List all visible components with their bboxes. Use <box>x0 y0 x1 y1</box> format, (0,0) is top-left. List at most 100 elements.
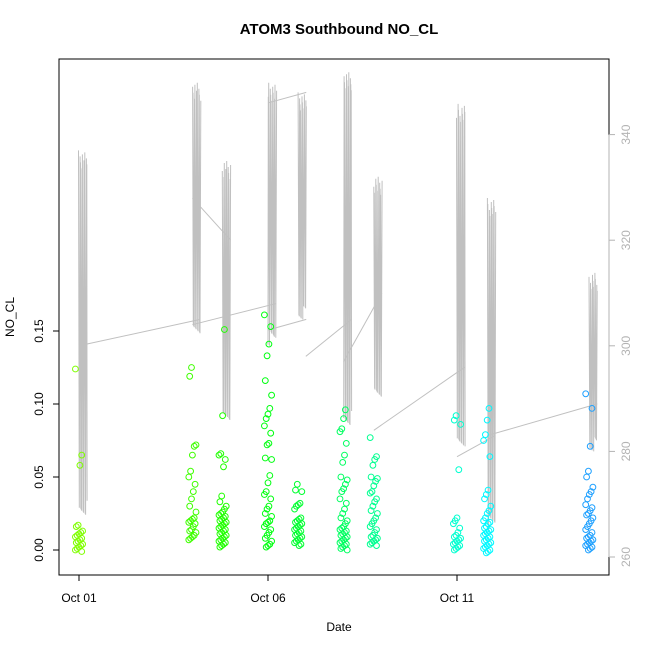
secondary-line <box>456 103 466 447</box>
data-point <box>586 545 594 552</box>
data-point <box>268 391 276 399</box>
secondary-series <box>78 72 598 531</box>
data-point <box>487 502 495 510</box>
data-point <box>342 499 350 507</box>
data-point <box>74 521 82 529</box>
data-point <box>188 495 195 503</box>
data-point <box>265 340 273 348</box>
data-point <box>261 311 268 319</box>
data-point <box>584 495 591 503</box>
data-point <box>366 489 374 497</box>
data-point <box>292 486 299 494</box>
data-point <box>262 415 270 423</box>
y2-tick-label: 340 <box>619 124 633 144</box>
data-point <box>368 488 376 496</box>
data-point <box>78 548 86 555</box>
data-point <box>343 476 351 484</box>
data-point <box>192 441 200 449</box>
x-axis-label: Date <box>326 620 352 634</box>
data-point <box>337 514 345 522</box>
data-point <box>190 442 198 450</box>
secondary-line <box>78 150 88 515</box>
y-tick-label: 0.00 <box>32 538 46 562</box>
data-point <box>339 459 347 466</box>
data-point <box>263 352 271 360</box>
data-point <box>261 454 269 462</box>
data-point <box>369 502 377 510</box>
secondary-connector <box>373 366 466 431</box>
data-point <box>452 545 460 552</box>
secondary-connector <box>487 403 598 437</box>
data-point <box>582 501 590 509</box>
data-point <box>366 540 374 548</box>
data-point <box>486 453 494 461</box>
x-axis: Oct 01 Oct 06 Oct 11 <box>61 574 475 605</box>
secondary-line <box>588 272 598 452</box>
data-point <box>261 523 268 530</box>
data-point <box>366 523 374 530</box>
secondary-connector <box>192 197 232 241</box>
data-point <box>336 428 344 436</box>
data-point <box>268 513 276 520</box>
data-point <box>342 480 349 488</box>
secondary-connector <box>192 303 277 326</box>
data-point <box>291 505 299 513</box>
data-point <box>264 479 272 487</box>
x-tick-label: Oct 01 <box>61 591 97 605</box>
data-point <box>482 431 489 439</box>
data-point <box>264 410 272 418</box>
data-point <box>589 483 597 491</box>
data-point <box>267 495 275 503</box>
data-point <box>585 491 593 498</box>
x-tick-label: Oct 11 <box>440 591 475 605</box>
secondary-connector <box>343 292 383 362</box>
data-point <box>216 543 224 551</box>
data-point <box>220 463 227 471</box>
data-point <box>295 542 303 549</box>
data-point <box>72 523 80 530</box>
data-point <box>342 440 350 447</box>
data-point <box>185 536 193 544</box>
data-point <box>371 456 379 463</box>
data-point <box>267 323 275 331</box>
data-point <box>216 498 224 506</box>
data-point <box>582 526 590 533</box>
secondary-line <box>343 72 353 426</box>
chart-title: ATOM3 Southbound NO_CL <box>240 21 439 38</box>
data-point <box>369 461 377 469</box>
data-point <box>583 511 590 519</box>
data-point <box>585 546 592 554</box>
data-point <box>72 546 79 554</box>
data-point <box>263 505 271 513</box>
data-point <box>187 534 195 542</box>
data-point <box>337 473 345 481</box>
data-point <box>452 412 460 420</box>
y-tick-label: 0.10 <box>32 392 46 416</box>
data-point <box>483 510 491 517</box>
x-tick-label: Oct 06 <box>250 591 286 605</box>
secondary-line <box>267 82 278 346</box>
data-point <box>261 422 268 430</box>
data-point <box>264 542 272 549</box>
secondary-line <box>221 160 232 421</box>
y2-tick-label: 320 <box>619 230 633 250</box>
data-point <box>298 488 306 496</box>
data-point <box>480 437 488 444</box>
data-point <box>582 390 590 398</box>
data-point <box>293 480 301 488</box>
secondary-connector <box>305 319 352 357</box>
data-point <box>264 518 272 526</box>
data-point <box>342 406 349 414</box>
data-point <box>186 502 194 510</box>
data-point <box>455 466 463 474</box>
data-point <box>294 501 302 509</box>
data-point <box>339 510 347 517</box>
data-point <box>221 326 228 333</box>
data-point <box>188 364 195 371</box>
data-point <box>337 545 345 552</box>
secondary-line <box>297 92 307 320</box>
data-point <box>456 524 464 532</box>
data-point <box>185 473 193 481</box>
data-point <box>371 498 379 506</box>
y-tick-label: 0.15 <box>32 319 46 343</box>
